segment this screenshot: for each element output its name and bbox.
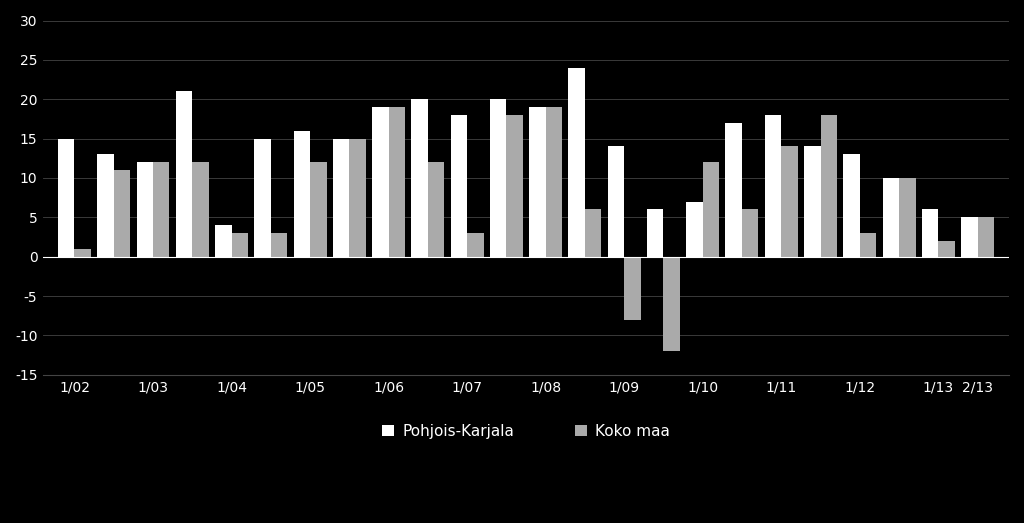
Bar: [765, 115, 781, 257]
Bar: [372, 107, 388, 257]
Bar: [725, 123, 742, 257]
Bar: [844, 154, 860, 257]
Bar: [58, 139, 75, 257]
Bar: [938, 241, 954, 257]
Bar: [702, 162, 719, 257]
Bar: [451, 115, 467, 257]
Bar: [114, 170, 130, 257]
Bar: [270, 233, 288, 257]
Bar: [568, 68, 585, 257]
Bar: [742, 209, 759, 257]
Bar: [176, 92, 193, 257]
Bar: [75, 249, 91, 257]
Bar: [507, 115, 523, 257]
Bar: [231, 233, 248, 257]
Bar: [978, 217, 994, 257]
Bar: [153, 162, 170, 257]
Bar: [922, 209, 938, 257]
Bar: [215, 225, 231, 257]
Bar: [136, 162, 153, 257]
Bar: [607, 146, 625, 257]
Bar: [489, 99, 507, 257]
Bar: [333, 139, 349, 257]
Bar: [97, 154, 114, 257]
Bar: [899, 178, 915, 257]
Bar: [585, 209, 601, 257]
Bar: [686, 201, 702, 257]
Bar: [349, 139, 366, 257]
Bar: [781, 146, 798, 257]
Bar: [428, 162, 444, 257]
Bar: [193, 162, 209, 257]
Bar: [467, 233, 483, 257]
Bar: [860, 233, 877, 257]
Bar: [412, 99, 428, 257]
Bar: [310, 162, 327, 257]
Bar: [647, 209, 664, 257]
Bar: [625, 257, 641, 320]
Legend: Pohjois-Karjala, Koko maa: Pohjois-Karjala, Koko maa: [376, 418, 676, 445]
Bar: [883, 178, 899, 257]
Bar: [804, 146, 820, 257]
Bar: [294, 131, 310, 257]
Bar: [664, 257, 680, 351]
Bar: [254, 139, 270, 257]
Bar: [962, 217, 978, 257]
Bar: [529, 107, 546, 257]
Bar: [388, 107, 406, 257]
Bar: [820, 115, 837, 257]
Bar: [546, 107, 562, 257]
